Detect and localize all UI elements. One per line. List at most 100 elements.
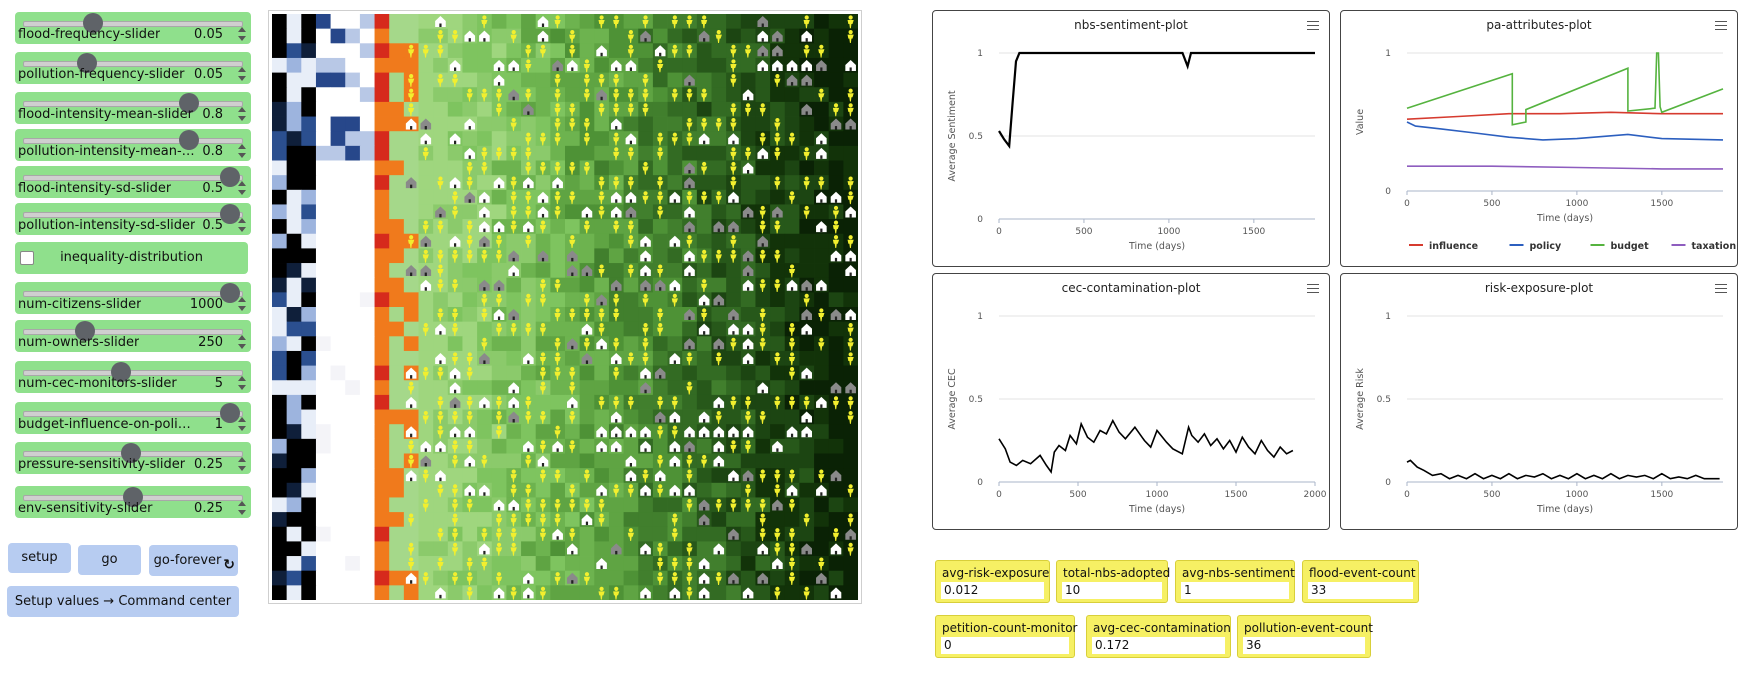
slider-thumb[interactable] — [220, 403, 240, 423]
go-button[interactable]: go — [78, 545, 141, 575]
menu-icon[interactable] — [1715, 21, 1727, 30]
flood-intensity-sd-slider[interactable]: flood-intensity-sd-slider 0.5 — [15, 166, 251, 198]
slider-thumb[interactable] — [83, 13, 103, 33]
spinner-arrows-icon[interactable] — [237, 500, 247, 516]
world-patch — [330, 43, 346, 59]
world-patch — [506, 43, 522, 59]
slider-thumb[interactable] — [111, 362, 131, 382]
world-patch — [272, 394, 288, 410]
x-tick-label: 1500 — [1650, 199, 1673, 209]
slider-value[interactable]: 0.25 — [194, 501, 223, 516]
slider-value[interactable]: 0.05 — [194, 27, 223, 42]
citizen-person-icon — [452, 513, 459, 527]
slider-track[interactable] — [23, 329, 243, 335]
spinner-arrows-icon[interactable] — [237, 66, 247, 82]
spinner-arrows-icon[interactable] — [237, 416, 247, 432]
num-citizens-slider[interactable]: num-citizens-slider 1000 — [15, 282, 251, 314]
spinner-arrows-icon[interactable] — [237, 296, 247, 312]
menu-icon[interactable] — [1307, 284, 1319, 293]
world-patch — [814, 512, 830, 528]
citizen-person-icon — [627, 264, 634, 278]
slider-thumb[interactable] — [77, 53, 97, 73]
slider-value[interactable]: 0.5 — [202, 181, 223, 196]
slider-track[interactable] — [23, 61, 243, 67]
world-patch — [608, 43, 624, 59]
slider-value[interactable]: 0.5 — [202, 218, 223, 233]
world-patch — [799, 556, 815, 572]
slider-track[interactable] — [23, 175, 243, 181]
slider-thumb[interactable] — [179, 130, 199, 150]
world-patch — [389, 14, 405, 30]
slider-track[interactable] — [23, 370, 243, 376]
world-patch — [623, 160, 639, 176]
slider-track[interactable] — [23, 138, 243, 144]
world-patch — [359, 204, 375, 220]
slider-thumb[interactable] — [121, 443, 141, 463]
spinner-arrows-icon[interactable] — [237, 26, 247, 42]
world-patch — [696, 57, 712, 73]
spinner-arrows-icon[interactable] — [237, 143, 247, 159]
citizen-person-icon — [554, 161, 561, 175]
slider-thumb[interactable] — [220, 283, 240, 303]
spinner-arrows-icon[interactable] — [237, 375, 247, 391]
world-view[interactable] — [268, 10, 862, 604]
world-patch — [374, 409, 390, 425]
flood-frequency-slider[interactable]: flood-frequency-slider 0.05 — [15, 12, 251, 44]
spinner-arrows-icon[interactable] — [237, 217, 247, 233]
num-owners-slider[interactable]: num-owners-slider 250 — [15, 320, 251, 352]
owner-house-icon — [640, 426, 651, 438]
slider-thumb[interactable] — [220, 167, 240, 187]
world-patch — [286, 101, 302, 117]
world-patch — [711, 277, 727, 293]
pollution-frequency-slider[interactable]: pollution-frequency-slider 0.05 — [15, 52, 251, 84]
slider-value[interactable]: 1000 — [189, 297, 223, 312]
slider-track[interactable] — [23, 291, 243, 297]
menu-icon[interactable] — [1715, 284, 1727, 293]
slider-thumb[interactable] — [179, 93, 199, 113]
go-forever-button[interactable]: go-forever ↻ — [149, 545, 238, 576]
slider-value[interactable]: 0.8 — [202, 107, 223, 122]
setup-values-command-center-button[interactable]: Setup values → Command center — [7, 586, 239, 617]
menu-icon[interactable] — [1307, 21, 1319, 30]
pollution-intensity-sd-slider[interactable]: pollution-intensity-sd-slider 0.5 — [15, 203, 251, 235]
pressure-sensitivity-slider[interactable]: pressure-sensitivity-slider 0.25 — [15, 442, 251, 474]
slider-value[interactable]: 5 — [214, 376, 223, 391]
spinner-arrows-icon[interactable] — [237, 106, 247, 122]
owner-house-icon — [508, 250, 519, 262]
citizen-person-icon — [495, 235, 503, 249]
slider-thumb[interactable] — [123, 487, 143, 507]
slider-value[interactable]: 0.8 — [202, 144, 223, 159]
slider-track[interactable] — [23, 411, 243, 417]
world-patch — [828, 72, 844, 88]
world-patch — [301, 585, 317, 601]
world-patch — [315, 438, 331, 454]
slider-thumb[interactable] — [220, 204, 240, 224]
inequality-distribution-switch[interactable]: inequality-distribution — [15, 242, 248, 274]
slider-track[interactable] — [23, 101, 243, 107]
spinner-arrows-icon[interactable] — [237, 334, 247, 350]
world-patch — [814, 292, 830, 308]
setup-button[interactable]: setup — [8, 543, 71, 573]
slider-track[interactable] — [23, 21, 243, 27]
spinner-arrows-icon[interactable] — [237, 180, 247, 196]
world-patch — [433, 116, 449, 132]
citizen-person-icon — [627, 103, 634, 117]
slider-thumb[interactable] — [75, 321, 95, 341]
world-patch — [579, 526, 595, 542]
citizen-person-icon — [803, 176, 810, 190]
owner-house-icon — [742, 279, 754, 291]
world-patch — [315, 394, 331, 410]
slider-value[interactable]: 0.25 — [194, 457, 223, 472]
spinner-arrows-icon[interactable] — [237, 456, 247, 472]
slider-value[interactable]: 250 — [198, 335, 223, 350]
slider-value[interactable]: 1 — [214, 417, 223, 432]
slider-value[interactable]: 0.05 — [194, 67, 223, 82]
world-patch — [389, 277, 405, 293]
flood-intensity-mean-slider[interactable]: flood-intensity-mean-slider 0.8 — [15, 92, 251, 124]
num-cec-monitors-slider[interactable]: num-cec-monitors-slider 5 — [15, 361, 251, 393]
env-sensitivity-slider[interactable]: env-sensitivity-slider 0.25 — [15, 486, 251, 518]
slider-track[interactable] — [23, 212, 243, 218]
inequality-distribution-checkbox[interactable] — [20, 251, 34, 265]
